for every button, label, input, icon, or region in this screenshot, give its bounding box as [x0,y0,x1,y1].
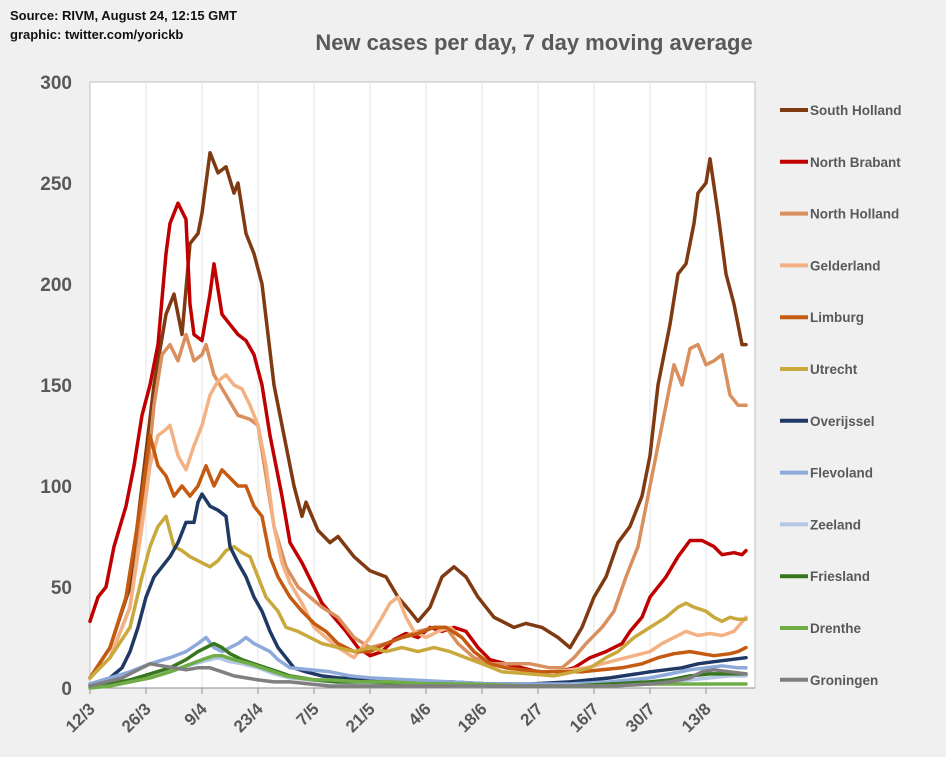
legend-label: North Holland [810,207,899,222]
x-tick-label: 21/5 [342,699,379,736]
x-tick-label: 26/3 [118,699,155,736]
legend-label: Gelderland [810,258,881,273]
y-tick-label: 200 [40,275,72,296]
y-tick-label: 0 [61,679,72,700]
legend-label: Overijssel [810,414,875,429]
y-tick-label: 100 [40,477,72,498]
series-line-south-holland [88,150,748,680]
plot-area [89,81,756,689]
chart-title: New cases per day, 7 day moving average [315,30,752,55]
legend-label: North Brabant [810,155,901,170]
x-tick-label: 30/7 [622,699,659,736]
legend-label: South Holland [810,103,902,118]
legend-label: Friesland [810,569,870,584]
legend-label: Utrecht [810,362,858,377]
x-tick-label: 4/6 [405,699,435,729]
series-line-gelderland [88,373,748,680]
x-tick-label: 9/4 [181,699,212,730]
y-tick-label: 250 [40,174,72,195]
series-line-flevoland [88,635,748,686]
legend-label: Drenthe [810,621,861,636]
series-line-overijssel [88,492,748,686]
y-tick-label: 50 [51,578,72,599]
x-tick-label: 18/6 [454,699,491,736]
legend-label: Flevoland [810,466,873,481]
y-tick-label: 300 [40,73,72,94]
x-tick-label: 16/7 [566,699,603,736]
x-tick-label: 7/5 [293,699,323,729]
credit-line: graphic: twitter.com/yorickb [10,27,184,42]
series-line-utrecht [88,514,748,680]
source-line: Source: RIVM, August 24, 12:15 GMT [10,8,238,23]
legend-label: Groningen [810,673,878,688]
x-tick-label: 13/8 [678,699,715,736]
x-tick-label: 2/7 [517,699,547,729]
legend-label: Zeeland [810,517,861,532]
series-line-north-brabant [88,201,748,674]
y-tick-label: 150 [40,376,72,397]
x-tick-label: 12/3 [62,699,99,736]
x-tick-label: 23/4 [230,699,267,736]
series-line-groningen [88,662,748,688]
legend-label: Limburg [810,310,864,325]
source-note: Source: RIVM, August 24, 12:15 GMT graph… [10,6,237,44]
series-line-limburg [88,433,748,680]
